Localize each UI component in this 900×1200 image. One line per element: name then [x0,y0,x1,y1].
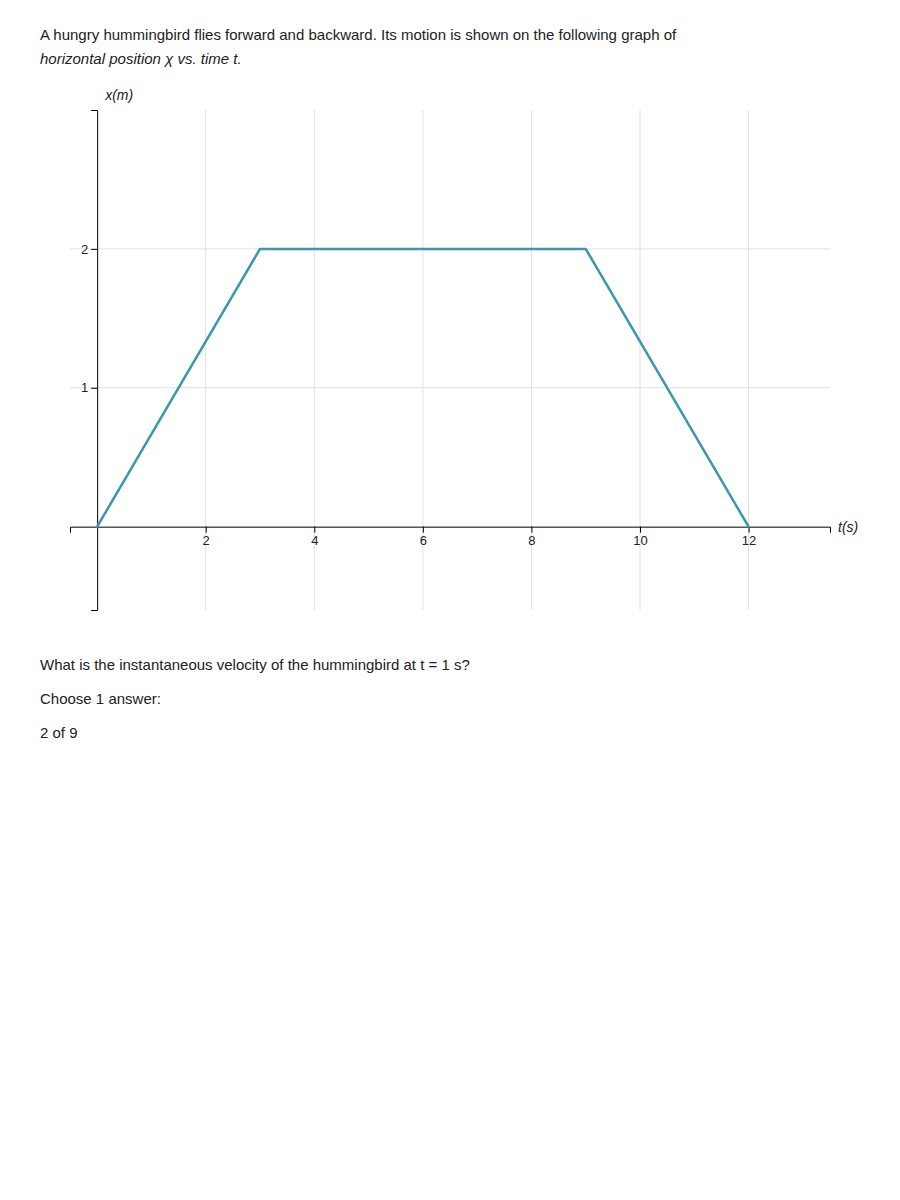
x-tick-label: 4 [311,533,318,548]
annotation: 2 of 9 [40,724,78,741]
grid [70,110,830,610]
chart: A hungry hummingbird flies forward and b… [0,0,900,1200]
x-tick-label: 2 [203,533,210,548]
x-axis-label: t(s) [838,519,858,535]
x-tick-mark [314,527,315,533]
x-tick-label: 10 [633,533,647,548]
x-tick-mark [423,527,424,533]
x-tick: 10 [633,527,647,548]
x-tick: 12 [742,527,756,548]
x-tick-mark [640,527,641,533]
plot: 2468101212x(m)t(s) [70,87,858,611]
y-tick: 2 [81,242,97,257]
x-axis: 2 4 6 8 10 12 [71,527,831,548]
annotation: Choose 1 answer: [40,690,161,707]
x-tick-mark [206,527,207,533]
x-tick: 4 [311,527,318,548]
x-tick: 6 [420,527,427,548]
x-tick-label: 6 [420,533,427,548]
title: A hungry hummingbird flies forward and b… [40,26,677,43]
y-tick-mark [91,249,97,250]
y-axis-label: x(m) [104,87,133,103]
y-axis-line [91,111,98,611]
x-tick: 2 [203,527,210,548]
y-tick-label: 2 [81,242,88,257]
subtitle: horizontal position χ vs. time t. [40,50,242,67]
y-tick-mark [91,388,97,389]
line [97,249,748,527]
x-tick-label: 8 [528,533,535,548]
annotation: What is the instantaneous velocity of th… [40,656,470,673]
y-tick: 1 [81,380,97,395]
x-axis-line [71,527,831,533]
x-tick-mark [531,527,532,533]
y-axis: 12 [81,111,98,611]
x-tick: 8 [528,527,535,548]
grid-line-y [70,387,830,388]
marks [97,249,748,527]
x-tick-label: 12 [742,533,756,548]
y-tick-label: 1 [81,380,88,395]
